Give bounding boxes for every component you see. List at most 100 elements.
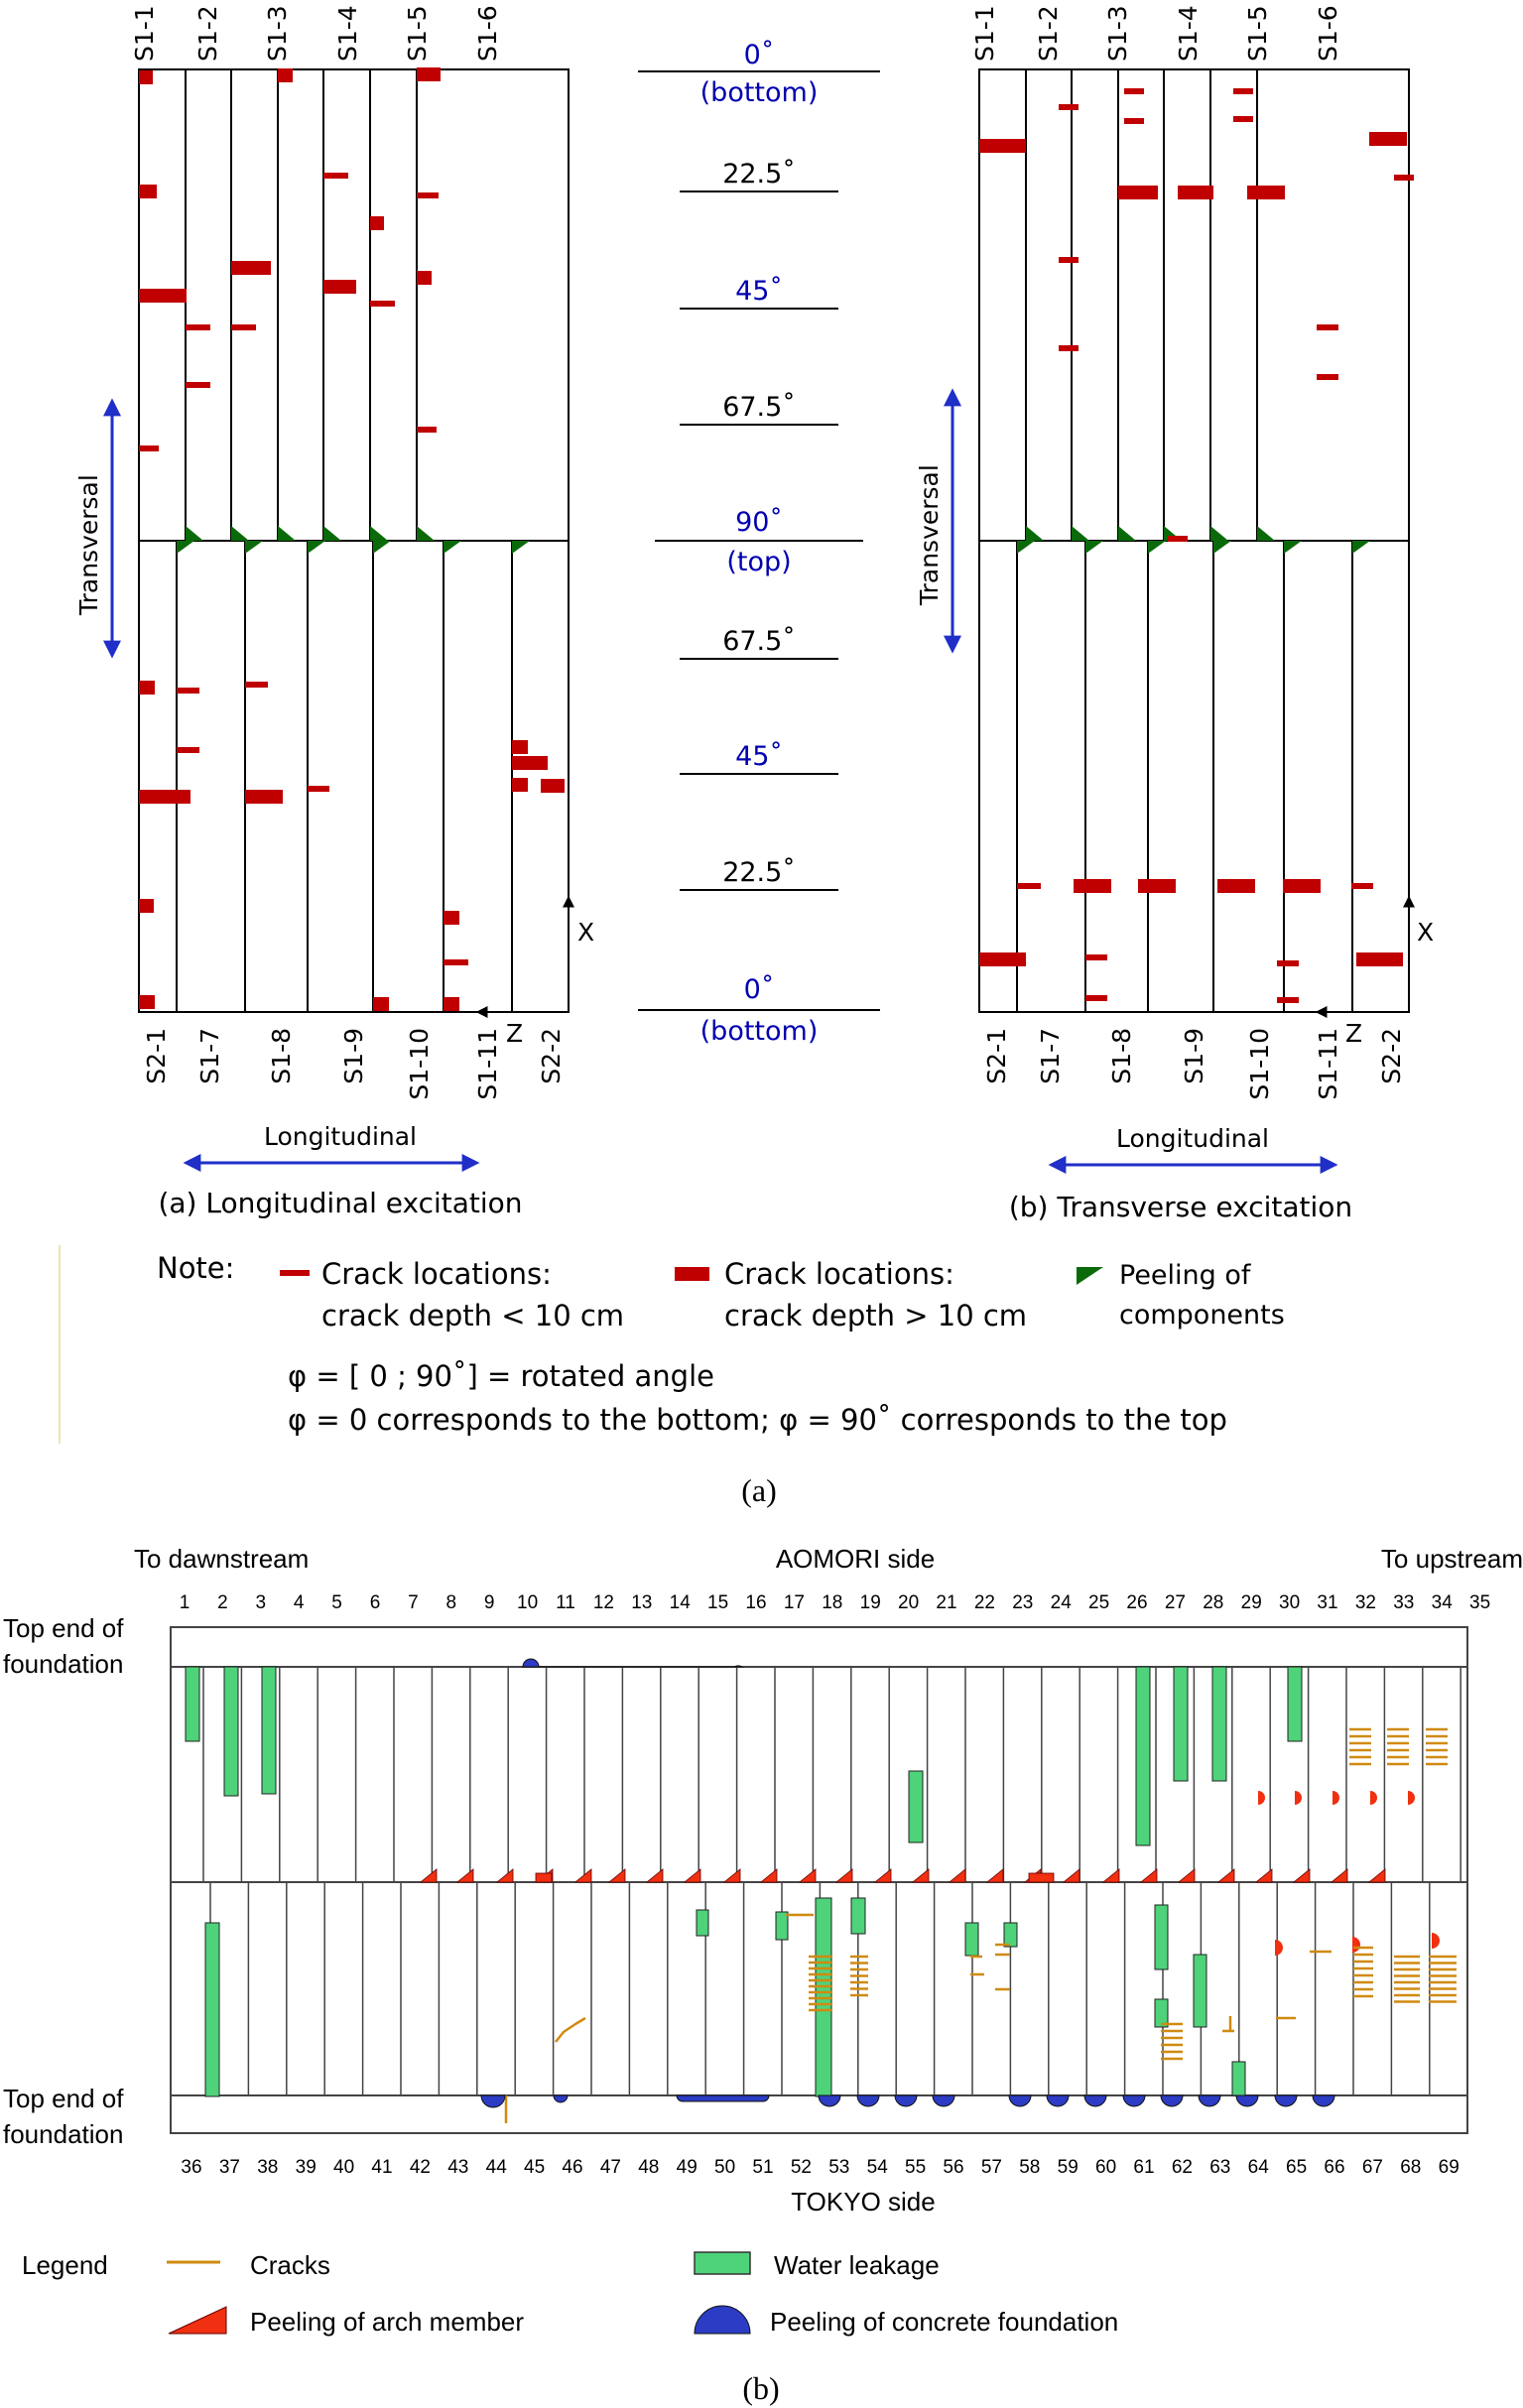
peeling-arch-member [535,1872,553,1883]
segment-label-s1-11: S1-11 [473,1028,502,1100]
note-title: Note: [157,1251,234,1285]
crack-shallow [186,324,210,330]
peeling-arch-member [1258,1791,1265,1805]
crack-shallow [1017,883,1041,889]
water-leakage [1211,1666,1227,1782]
bottom-span-number: 49 [677,2157,698,2178]
peeling-arch-member [1295,1791,1302,1805]
bottom-span-number: 64 [1248,2157,1270,2178]
crack-deep [278,68,293,82]
crack-deep [245,790,283,804]
crack-shallow [1124,88,1144,94]
segment-label-s1-1: S1-1 [970,5,999,62]
peeling-mark [1026,526,1044,541]
peeling-arch-member [573,1868,592,1883]
crack-deep [139,899,154,913]
crack-deep [139,681,155,695]
crack-shallow [308,786,329,792]
crack-shallow [417,192,439,198]
panel-b-x-label: X [1417,918,1434,947]
bottom-span-number: 57 [981,2157,1002,2178]
segment-label-s1-8: S1-8 [1107,1028,1136,1084]
crack-deep [370,216,384,230]
bottom-span-number: 41 [371,2157,392,2178]
water-leakage [1287,1666,1303,1742]
peeling-arch-member [1177,1868,1196,1883]
panel-a-x-label: X [577,918,594,947]
top-span-number: 16 [745,1592,766,1613]
top-span-number: 15 [707,1592,728,1613]
crack-shallow [1168,536,1188,542]
bottom-span-number: 69 [1439,2157,1460,2178]
top-span-number: 23 [1012,1592,1033,1613]
peeling-foundation [1235,2094,1259,2107]
panel-a-damage-marks [139,67,565,1011]
crack-shallow [444,959,468,965]
legend-water-mark [694,2251,751,2275]
crack-deep [139,185,157,198]
peeling-foundation [818,2094,841,2107]
top-end-2a: Top end of [3,2084,124,2113]
angle-label: 22.5˚ [722,857,796,888]
crack-shallow [1059,104,1079,110]
angle-scale: 0˚ (bottom) 22.5˚ 45˚ 67.5˚ 90˚ (top) 67.5˚ 45˚ 2… [638,40,880,1047]
top-span-number: 10 [517,1592,538,1613]
peeling-foundation [1083,2094,1107,2107]
panel-a-z-label: Z [506,1019,523,1048]
top-span-number: 1 [180,1592,190,1613]
segment-label-s1-3: S1-3 [1103,5,1132,62]
panel-a-top-labels: S1-1 S1-2 S1-3 S1-4 S1-5 S1-6 [130,5,502,62]
peeling-mark [1085,541,1103,554]
note-thick-crack-l1: Crack locations: [724,1257,954,1291]
panel-b-z-label: Z [1345,1019,1362,1048]
segment-label-s1-3: S1-3 [263,5,292,62]
crack-deep [323,280,356,294]
peeling-foundation [894,2094,918,2107]
panel-a-transversal-label: Transversal [74,474,103,616]
peeling-arch-member [1352,1937,1360,1953]
peeling-arch-member [985,1868,1004,1883]
top-end-1a: Top end of [3,1613,124,1643]
peeling-foundation [553,2094,569,2103]
crack-shallow [1059,257,1079,263]
segment-label-s1-9: S1-9 [339,1028,368,1084]
bottom-span-number: 48 [638,2157,659,2178]
crack-deep [444,997,459,1011]
water-leakage [204,1922,220,2097]
crack-shallow [1317,374,1338,380]
bottom-span-number: 55 [905,2157,926,2178]
top-end-1b: foundation [3,1649,123,1679]
angle-sub-label: (bottom) [700,77,819,108]
legend-peeling-components-mark [1077,1267,1103,1285]
top-span-number: 30 [1279,1592,1300,1613]
top-span-number: 8 [446,1592,457,1613]
water-leakage [185,1666,200,1742]
crack-deep [1138,879,1176,893]
peeling-mark [1213,541,1231,554]
crack-shallow [1085,954,1107,960]
peeling-arch-member [1254,1868,1273,1883]
peeling-foundation-top [522,1658,744,1668]
peeling-arch-member [455,1868,474,1883]
peeling-mark [370,526,388,541]
water-leakage [1173,1666,1189,1782]
crack-shallow [417,427,437,433]
crack-shallow [231,324,256,330]
top-span-number: 2 [217,1592,228,1613]
top-span-number: 28 [1203,1592,1223,1613]
peeling-arch-member [683,1868,701,1883]
segment-label-s1-4: S1-4 [1174,5,1203,62]
peeling-arch-member [1101,1868,1120,1883]
segment-label-s1-4: S1-4 [333,5,362,62]
top-span-number: 6 [370,1592,381,1613]
crack-deep [1247,186,1285,199]
angle-label: 90˚ [735,507,783,538]
crack-deep [417,67,441,81]
water-leakage [696,1909,709,1937]
water-leakage [223,1666,239,1797]
crack-deep [1369,132,1407,146]
crack-deep [1118,186,1158,199]
top-span-number: 27 [1165,1592,1186,1613]
crack-shallow [245,682,268,688]
crack-deep [139,995,155,1009]
